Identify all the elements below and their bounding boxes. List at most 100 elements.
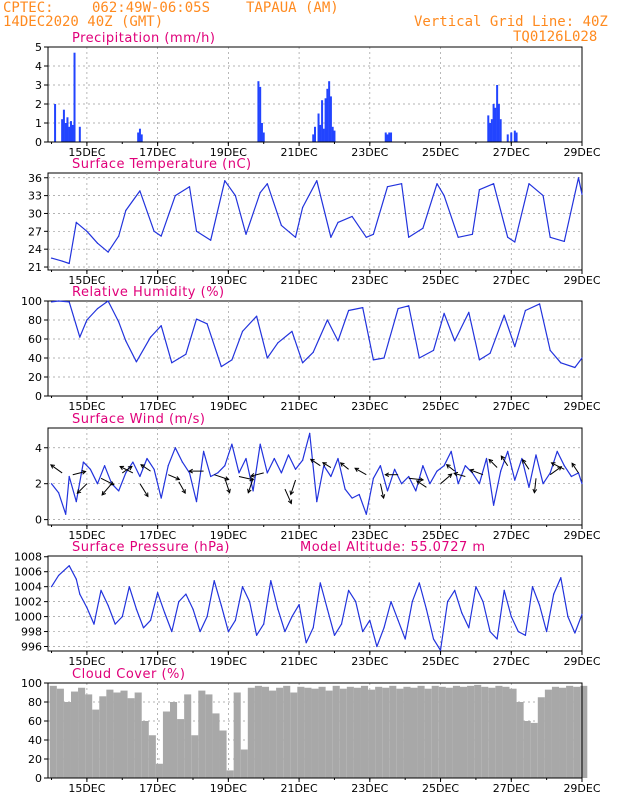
cloud-bar [551, 686, 560, 778]
wind-point [210, 475, 212, 478]
cloud-bar [304, 687, 312, 778]
cloud-bar [502, 686, 510, 778]
rh-point [538, 303, 541, 305]
xtick-label-rh: 19DEC [210, 400, 247, 413]
pres-point [489, 630, 491, 633]
temp-point [365, 236, 367, 238]
ytick-label-pres: 1004 [14, 581, 42, 594]
header-grid-note: Vertical Grid Line: 40Z [414, 14, 608, 30]
rh-point [302, 362, 304, 364]
xtick-label-wind: 21DEC [281, 529, 318, 542]
xtick-label-cloud: 21DEC [281, 782, 318, 795]
ytick-label-precip: 0 [35, 136, 42, 149]
precip-bar [54, 104, 57, 142]
precip-bar [140, 134, 143, 142]
pres-point [213, 580, 215, 582]
wind-point [217, 472, 219, 474]
wind-point [167, 465, 169, 467]
cloud-bar [424, 688, 432, 778]
cloud-bar [261, 686, 270, 778]
wind-arrow [250, 472, 264, 477]
panel-frame-top-cloud [47, 682, 583, 779]
wind-point [188, 472, 191, 474]
wind-arrow-head [181, 489, 186, 494]
ytick-label-temp: 36 [28, 172, 42, 185]
precip-bar [497, 104, 500, 142]
pres-point [171, 630, 173, 633]
wind-arrow [119, 466, 134, 474]
pres-point [319, 582, 321, 584]
wind-point [181, 461, 183, 463]
xtick-label-temp: 23DEC [351, 274, 388, 287]
panel-title-rh: Relative Humidity (%) [72, 285, 225, 300]
precip-bar [317, 113, 320, 142]
wind-point [174, 447, 176, 449]
precip-bar [319, 124, 322, 142]
cloud-bar [184, 694, 192, 778]
pres-point [185, 593, 187, 595]
ytick-label-cloud: 20 [28, 753, 42, 766]
cloud-bar [212, 713, 220, 778]
wind-arrow [72, 471, 86, 476]
wind-point [521, 457, 523, 460]
pres-point [220, 604, 222, 606]
cloud-bar [438, 686, 446, 778]
wind-arrow [238, 476, 254, 481]
wind-arrow-head [380, 494, 386, 500]
ytick-label-precip: 2 [35, 98, 42, 111]
xtick-label-wind: 17DEC [139, 529, 176, 542]
pres-point [425, 608, 427, 610]
wind-point [238, 472, 240, 474]
precip-bar [506, 134, 509, 142]
rh-point [478, 359, 481, 361]
wind-point [146, 457, 148, 460]
wind-arrow-head [488, 458, 494, 464]
pres-point [553, 593, 555, 595]
wind-point [464, 465, 466, 467]
wind-arrow [224, 478, 231, 493]
temp-point [139, 190, 141, 192]
rh-point [347, 309, 350, 312]
pres-point [383, 627, 385, 629]
cloud-bar [106, 689, 114, 778]
temp-point [337, 221, 339, 223]
ytick-label-cloud: 0 [35, 772, 42, 785]
cloud-bar [360, 685, 369, 778]
rh-point [195, 318, 198, 320]
temp-point [436, 183, 438, 185]
precip-bar [390, 132, 393, 142]
wind-arrow-head [309, 458, 315, 464]
temp-point [302, 206, 304, 209]
header-location: TAPAUA (AM) [246, 0, 339, 16]
cloud-bar [198, 690, 206, 778]
wind-point [245, 457, 247, 460]
cloud-bar [382, 687, 390, 778]
rh-point [468, 311, 470, 313]
xtick-label-precip: 29DEC [563, 146, 600, 159]
wind-point [485, 457, 488, 460]
pres-point [312, 627, 314, 629]
wind-point [266, 472, 268, 474]
wind-arrow-head [50, 464, 55, 469]
panel-title-precip: Precipitation (mm/h) [72, 31, 215, 46]
precip-bar [494, 107, 497, 142]
pres-point [79, 593, 81, 595]
precip-bar [384, 132, 387, 142]
pres-point [482, 601, 484, 603]
xtick-label-temp: 25DEC [422, 274, 459, 287]
precip-bar [260, 123, 263, 142]
wind-point [450, 450, 452, 452]
xtick-label-cloud: 19DEC [210, 782, 247, 795]
panel-frame-temp [47, 172, 583, 271]
wind-arrow-head [322, 462, 327, 467]
rh-point [432, 349, 435, 351]
wind-point [50, 483, 53, 485]
wind-arrow-head [384, 472, 390, 478]
wind-arrow [551, 462, 565, 470]
wind-point [436, 470, 438, 472]
temp-point [210, 239, 212, 241]
wind-point [401, 483, 403, 485]
xtick-label-temp: 29DEC [563, 274, 600, 287]
precip-bar [492, 104, 495, 142]
pres-point [475, 586, 477, 588]
